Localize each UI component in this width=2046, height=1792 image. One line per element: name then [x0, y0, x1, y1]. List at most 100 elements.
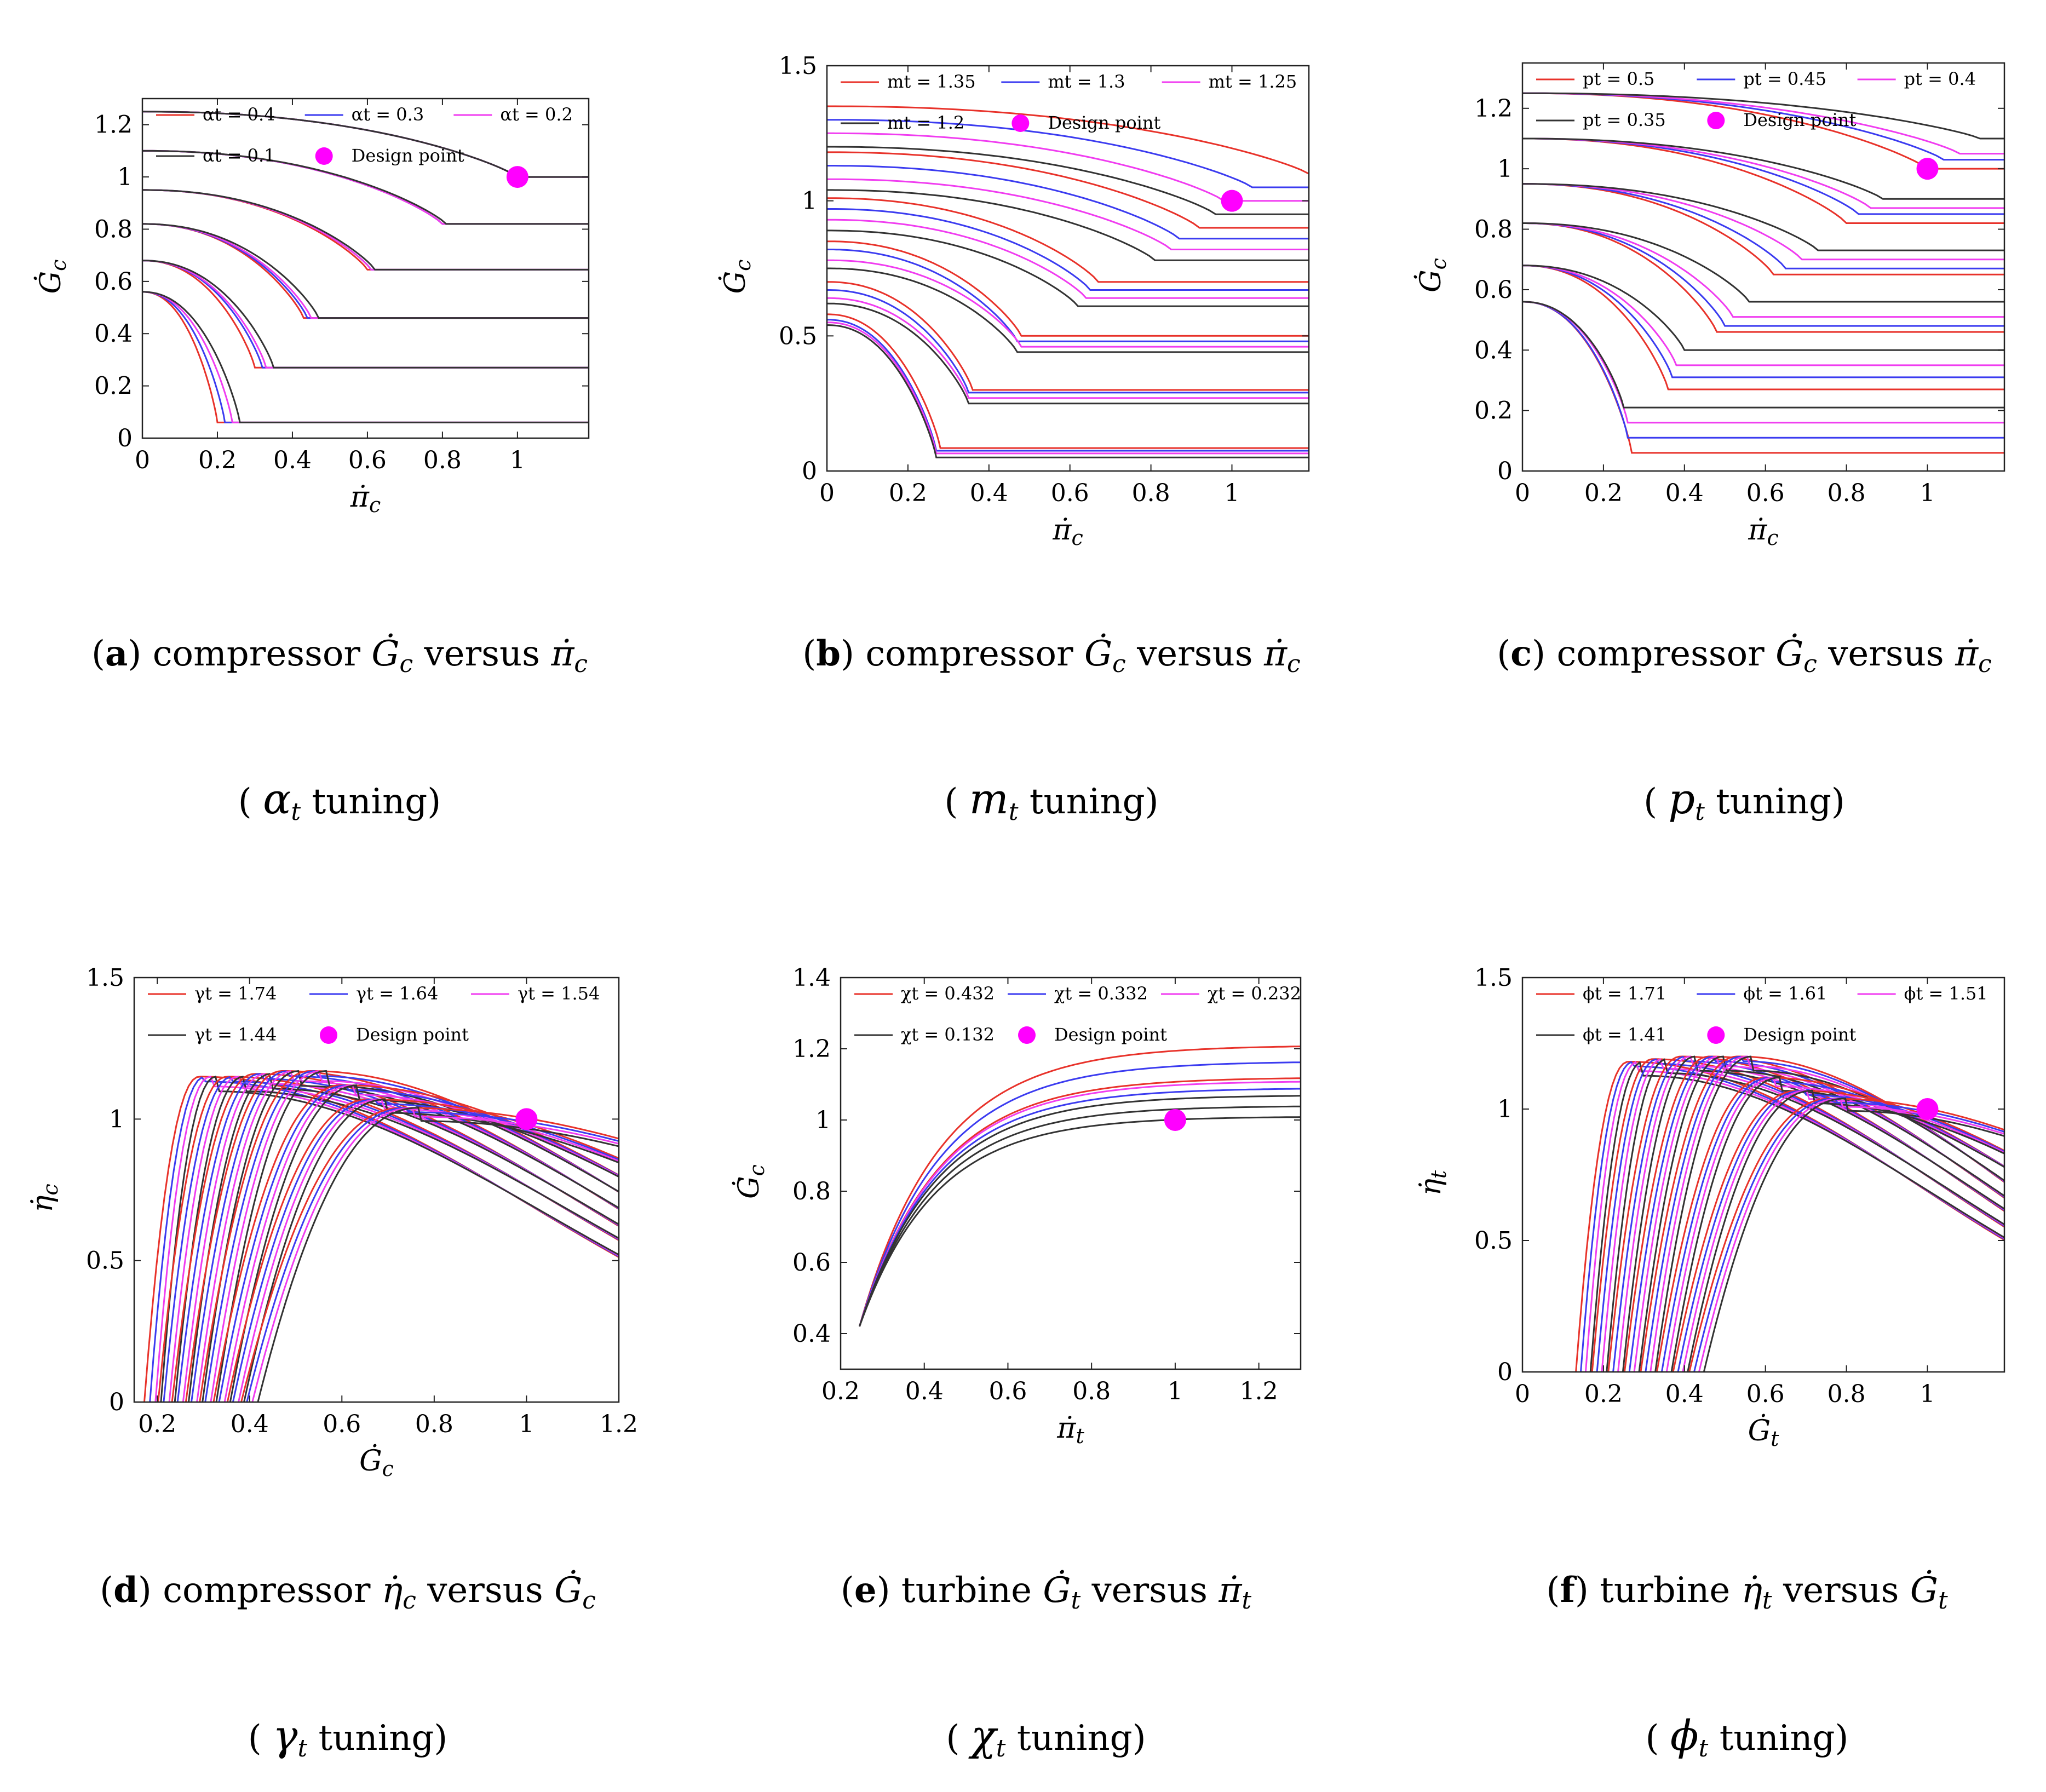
- x-tick-label: 1: [1919, 1380, 1935, 1408]
- series-group: [1575, 1055, 2004, 1372]
- curve-e-0: [858, 1046, 1301, 1327]
- curve-f-4-1: [1645, 1055, 2004, 1372]
- caption-paren: ) compressor: [1532, 634, 1775, 674]
- x-axis-label: π̇c: [350, 481, 381, 517]
- curve-a-3-3: [142, 223, 589, 319]
- curve-f-2-3: [1622, 1055, 2004, 1372]
- curve-d-7-1: [246, 1107, 619, 1402]
- curve-e-6: [858, 1105, 1301, 1327]
- curve-a-0-3: [142, 111, 589, 178]
- legend-label: mt = 1.35: [887, 71, 976, 92]
- x-axis-subscript: c: [1767, 526, 1778, 550]
- legend-label: ϕt = 1.41: [1583, 1024, 1666, 1045]
- legend-label: Design point: [1048, 112, 1160, 133]
- curve-d-6-0: [226, 1098, 619, 1402]
- curve-d-4-3: [215, 1070, 619, 1402]
- caption-paren: (: [944, 782, 969, 822]
- caption-subscript: t: [1695, 798, 1705, 826]
- x-tick-label: 0.4: [1665, 479, 1704, 507]
- curve-b-0-2: [827, 132, 1309, 202]
- legend-label: mt = 1.25: [1209, 71, 1297, 92]
- curve-b-3-3: [827, 267, 1309, 353]
- legend: αt = 0.4 αt = 0.3 αt = 0.2 αt = 0.1 Design p…: [156, 104, 573, 166]
- caption-word: versus: [1126, 634, 1264, 674]
- x-tick-label: 0.8: [423, 446, 462, 474]
- caption-subscript: c: [1287, 650, 1301, 678]
- legend-item: χt = 0.232: [1161, 983, 1301, 1004]
- y-axis-symbol: Ġ: [732, 1176, 766, 1199]
- legend-item: ϕt = 1.71: [1536, 983, 1666, 1004]
- x-tick-label: 0.8: [1827, 479, 1866, 507]
- legend-item: χt = 0.332: [1008, 983, 1148, 1004]
- y-tick-label: 0.6: [1474, 276, 1513, 304]
- caption-subscript: t: [1699, 1734, 1709, 1762]
- caption-symbol: ϕ: [1670, 1711, 1699, 1760]
- y-axis-label: Ġc: [732, 1164, 769, 1199]
- caption-symbol: π̇: [550, 634, 574, 674]
- caption-paren: (: [1643, 782, 1668, 822]
- legend-label: Design point: [1054, 1024, 1167, 1045]
- x-axis-symbol: π̇: [1052, 514, 1072, 547]
- caption-paren: (: [248, 1718, 273, 1759]
- caption-subscript: t: [1071, 1587, 1081, 1615]
- caption-line2: ( pt tuning): [1643, 774, 1845, 826]
- legend-label: mt = 1.3: [1048, 71, 1125, 92]
- x-axis-symbol: Ġ: [1748, 1414, 1771, 1448]
- curve-c-5-3: [1522, 301, 2004, 409]
- curve-d-6-1: [232, 1098, 619, 1402]
- caption-subscript: t: [1938, 1587, 1948, 1615]
- y-tick-label: 0: [109, 1388, 124, 1416]
- series-group: [1522, 92, 2004, 454]
- curve-b-1-2: [827, 178, 1309, 250]
- caption-subscript: t: [291, 798, 301, 826]
- y-tick-label: 0.6: [792, 1249, 831, 1277]
- y-tick-label: 0.4: [1474, 336, 1513, 364]
- legend-label: pt = 0.35: [1583, 110, 1666, 130]
- caption-subscript: c: [582, 1587, 596, 1615]
- caption-line2: ( χt tuning): [946, 1711, 1146, 1762]
- series-group: [858, 1046, 1301, 1327]
- x-tick-label: 0.2: [1584, 479, 1623, 507]
- curve-c-3-3: [1522, 222, 2004, 303]
- curve-d-5-0: [212, 1084, 619, 1402]
- legend-label: αt = 0.2: [500, 104, 573, 125]
- curve-e-5: [858, 1095, 1301, 1327]
- panel-e: 0.2 0.4 0.6 0.8 1 1.20.40.60.811.21.4π̇tĠcχt …: [732, 964, 1302, 1762]
- caption-line2: ( αt tuning): [238, 774, 441, 826]
- caption-paren: (: [802, 634, 816, 674]
- y-tick-label: 1: [1497, 1095, 1513, 1123]
- y-tick-label: 0.5: [86, 1247, 124, 1275]
- curve-c-2-3: [1522, 183, 2004, 251]
- x-tick-label: 0.2: [1584, 1380, 1623, 1408]
- caption-symbol: π̇: [1263, 634, 1288, 674]
- y-axis-subscript: c: [38, 1184, 62, 1195]
- caption-symbol: χ: [968, 1711, 998, 1760]
- legend-item: γt = 1.74: [148, 983, 277, 1004]
- y-axis-label: Ġc: [1414, 258, 1451, 292]
- curve-d-7-3: [257, 1107, 619, 1402]
- y-tick-label: 0: [1497, 1358, 1513, 1386]
- y-axis-subscript: c: [47, 260, 71, 271]
- caption-symbol: Ġ: [1084, 633, 1112, 674]
- x-tick-label: 0.2: [889, 479, 927, 507]
- legend-item: pt = 0.35: [1536, 110, 1666, 130]
- caption-paren: (: [1546, 1570, 1560, 1611]
- legend-item: γt = 1.44: [148, 1024, 277, 1045]
- curve-b-3-0: [827, 240, 1309, 337]
- curve-c-3-2: [1522, 222, 2004, 318]
- caption-subscript: t: [1242, 1587, 1251, 1615]
- curve-d-5-3: [229, 1084, 619, 1402]
- curve-f-6-3: [1687, 1089, 2004, 1372]
- curve-c-4-3: [1522, 265, 2004, 351]
- x-axis-subscript: c: [369, 493, 381, 517]
- legend-marker: [1018, 1026, 1036, 1044]
- legend-item: mt = 1.25: [1162, 71, 1297, 92]
- curve-b-1-3: [827, 189, 1309, 261]
- caption-paren: ) turbine: [1575, 1570, 1742, 1611]
- curve-d-3-1: [191, 1070, 619, 1402]
- caption-letter: f: [1560, 1570, 1577, 1611]
- curve-e-2: [858, 1077, 1301, 1327]
